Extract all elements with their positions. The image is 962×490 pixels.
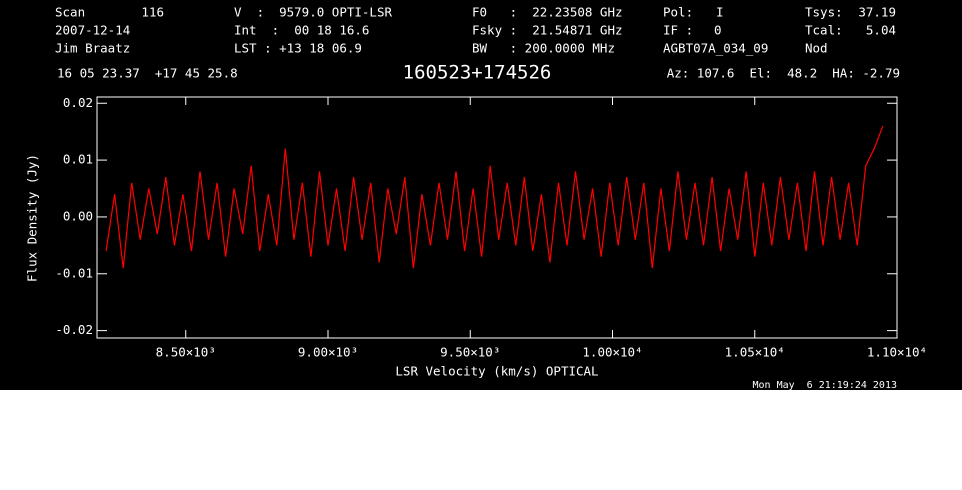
header-text: Scan bbox=[55, 5, 85, 20]
header-text: 5.04 bbox=[866, 23, 896, 38]
header-text: BW : 200.0000 MHz bbox=[472, 41, 615, 56]
header-text: I bbox=[716, 5, 724, 20]
x-tick-label: 1.10×10⁴ bbox=[867, 345, 927, 360]
header-text: Fsky : 21.54871 GHz bbox=[472, 23, 623, 38]
y-tick-label: 0.00 bbox=[63, 208, 93, 223]
x-axis-label: LSR Velocity (km/s) OPTICAL bbox=[395, 364, 598, 379]
header-text: AGBT07A_034_09 bbox=[663, 41, 768, 56]
x-tick-label: 1.05×10⁴ bbox=[725, 345, 785, 360]
header-text: Tsys: bbox=[805, 5, 843, 20]
header-text: F0 : 22.23508 GHz bbox=[472, 5, 623, 20]
header-text: Int : 00 18 16.6 bbox=[234, 23, 369, 38]
y-tick-label: 0.02 bbox=[63, 95, 93, 110]
x-tick-label: 9.50×10³ bbox=[440, 345, 500, 360]
spectrum-line bbox=[105, 125, 884, 269]
header-text: 2007-12-14 bbox=[55, 23, 130, 38]
y-axis-label: Flux Density (Jy) bbox=[25, 154, 40, 282]
header-text: 0 bbox=[714, 23, 722, 38]
header-text: Nod bbox=[805, 41, 828, 56]
header-text: 37.19 bbox=[858, 5, 896, 20]
coordinates: 16 05 23.37 +17 45 25.8 bbox=[57, 66, 238, 81]
x-tick-label: 8.50×10³ bbox=[156, 345, 216, 360]
plot-background bbox=[0, 0, 962, 390]
header-text: Jim Braatz bbox=[55, 41, 130, 56]
chart-title: 160523+174526 bbox=[403, 62, 552, 84]
y-tick-label: 0.01 bbox=[63, 152, 93, 167]
header-text: Tcal: bbox=[805, 23, 843, 38]
header-text: Pol: bbox=[663, 5, 693, 20]
header-text: LST : +13 18 06.9 bbox=[234, 41, 362, 56]
header-text: 116 bbox=[141, 5, 164, 20]
header-text: IF : bbox=[663, 23, 693, 38]
plot-frame bbox=[96, 96, 898, 339]
footer-timestamp: Mon May 6 21:19:24 2013 bbox=[753, 380, 898, 391]
header-text: 9579.0 OPTI-LSR bbox=[279, 5, 392, 20]
x-tick-label: 9.00×10³ bbox=[298, 345, 358, 360]
x-tick-label: 1.00×10⁴ bbox=[582, 345, 642, 360]
pointing: Az: 107.6 El: 48.2 HA: -2.79 bbox=[667, 66, 900, 81]
y-tick-label: -0.02 bbox=[55, 322, 93, 337]
y-tick-label: -0.01 bbox=[55, 265, 93, 280]
header-text: V : bbox=[234, 5, 264, 20]
